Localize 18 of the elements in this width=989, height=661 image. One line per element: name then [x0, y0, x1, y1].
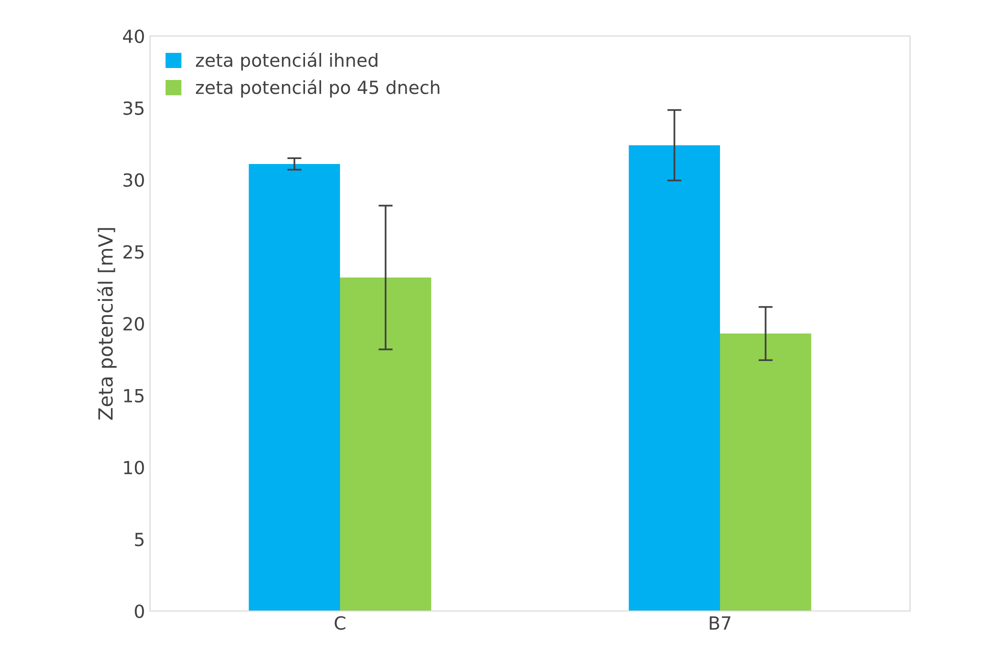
y-tick-label: 10: [124, 460, 144, 474]
bar: [248, 164, 340, 611]
y-tick-label: 0: [134, 604, 144, 618]
y-tick-label: 30: [124, 173, 144, 187]
y-tick-label: 20: [123, 316, 144, 331]
x-tick-label: C: [334, 616, 346, 630]
legend-label: zeta potenciál po 45 dnech: [196, 79, 440, 98]
bar: [720, 334, 812, 611]
legend-label: zeta potenciál ihned: [196, 52, 378, 70]
y-axis-title: Zeta potenciál [mV]: [97, 228, 117, 420]
y-tick-label: 25: [123, 245, 144, 259]
bar: [340, 278, 432, 611]
y-tick-label: 40: [123, 29, 144, 44]
y-tick-label: 15: [124, 389, 144, 402]
y-tick-label: 35: [124, 101, 144, 115]
x-tick-label: B7: [710, 616, 730, 630]
y-tick-label: 5: [135, 532, 144, 546]
bar: [628, 145, 720, 611]
